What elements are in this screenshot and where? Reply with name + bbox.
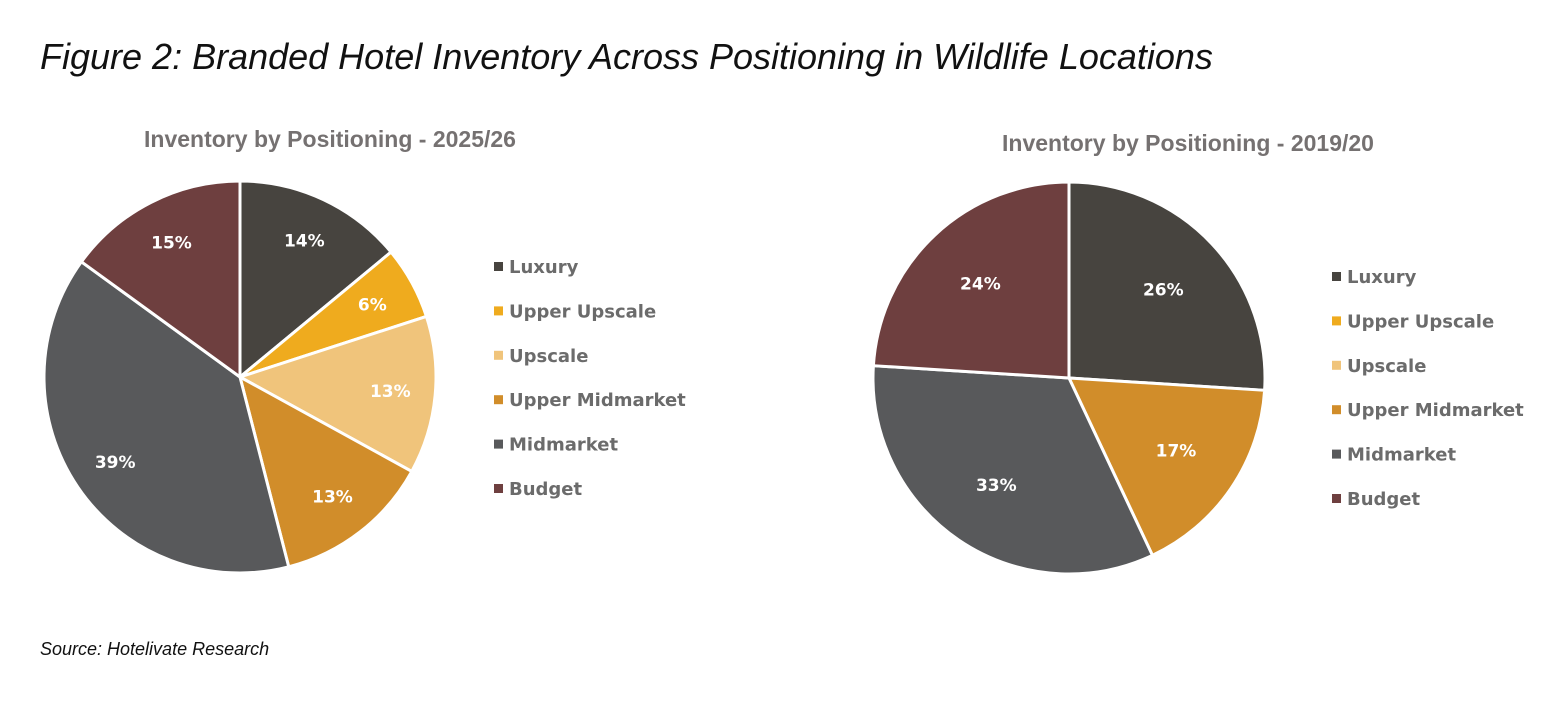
legend-swatch-upper-midmarket	[494, 395, 503, 405]
legend-swatch-midmarket	[1332, 449, 1341, 459]
legend-label-midmarket: Midmarket	[1347, 445, 1456, 466]
data-label-upper-midmarket: 17%	[1156, 442, 1197, 462]
data-label-midmarket: 39%	[95, 453, 136, 473]
legend-label-upscale: Upscale	[509, 346, 588, 367]
pie-slice-budget	[871, 180, 1071, 380]
legend-swatch-upscale	[494, 350, 503, 360]
data-label-midmarket: 33%	[976, 476, 1017, 496]
legend-swatch-midmarket	[494, 439, 503, 449]
legend-label-upper-midmarket: Upper Midmarket	[1347, 400, 1524, 421]
legend-swatch-upper-midmarket	[1332, 405, 1341, 415]
pie-slice-budget	[79, 179, 242, 379]
pie-slice-upper-midmarket	[1067, 376, 1267, 557]
legend-label-luxury: Luxury	[1347, 267, 1417, 288]
pie-slice-luxury	[1067, 180, 1267, 392]
legend-label-upper-midmarket: Upper Midmarket	[509, 390, 686, 411]
legend-swatch-upscale	[1332, 360, 1341, 370]
data-label-budget: 15%	[151, 234, 192, 254]
pie-slice-upper-midmarket	[238, 375, 414, 569]
data-label-upper-upscale: 6%	[358, 295, 387, 315]
data-label-upscale: 13%	[370, 382, 411, 402]
data-label-luxury: 26%	[1143, 280, 1184, 300]
pie-slice-upscale	[238, 314, 438, 473]
legend-swatch-upper-upscale	[1332, 316, 1341, 326]
pie-chart-2019-20: Inventory by Positioning - 2019/20 26% 17…	[871, 130, 1524, 576]
pie-slice-midmarket	[42, 260, 291, 575]
legend-label-midmarket: Midmarket	[509, 435, 618, 456]
chart-title: Inventory by Positioning - 2025/26	[144, 126, 516, 152]
figure-title: Figure 2: Branded Hotel Inventory Across…	[40, 36, 1213, 77]
chart-title: Inventory by Positioning - 2019/20	[1002, 130, 1374, 156]
legend-swatch-luxury	[1332, 272, 1341, 281]
legend-swatch-luxury	[494, 262, 503, 271]
legend-swatch-budget	[1332, 494, 1341, 503]
pie-chart-2025-26: Inventory by Positioning - 2025/26 14% 6%…	[42, 126, 686, 575]
pie-slice-midmarket	[871, 364, 1154, 576]
legend-swatch-upper-upscale	[494, 306, 503, 316]
data-label-upper-midmarket: 13%	[312, 487, 353, 507]
legend-label-upper-upscale: Upper Upscale	[1347, 311, 1494, 332]
legend-label-budget: Budget	[1347, 489, 1421, 510]
source-note: Source: Hotelivate Research	[40, 639, 270, 659]
legend-label-upper-upscale: Upper Upscale	[509, 301, 656, 322]
data-label-budget: 24%	[960, 275, 1001, 295]
legend-swatch-budget	[494, 484, 503, 493]
data-label-luxury: 14%	[284, 231, 325, 251]
legend-label-luxury: Luxury	[509, 257, 579, 278]
legend-label-upscale: Upscale	[1347, 356, 1426, 377]
legend-label-budget: Budget	[509, 479, 583, 500]
pie-slice-luxury	[238, 179, 393, 379]
